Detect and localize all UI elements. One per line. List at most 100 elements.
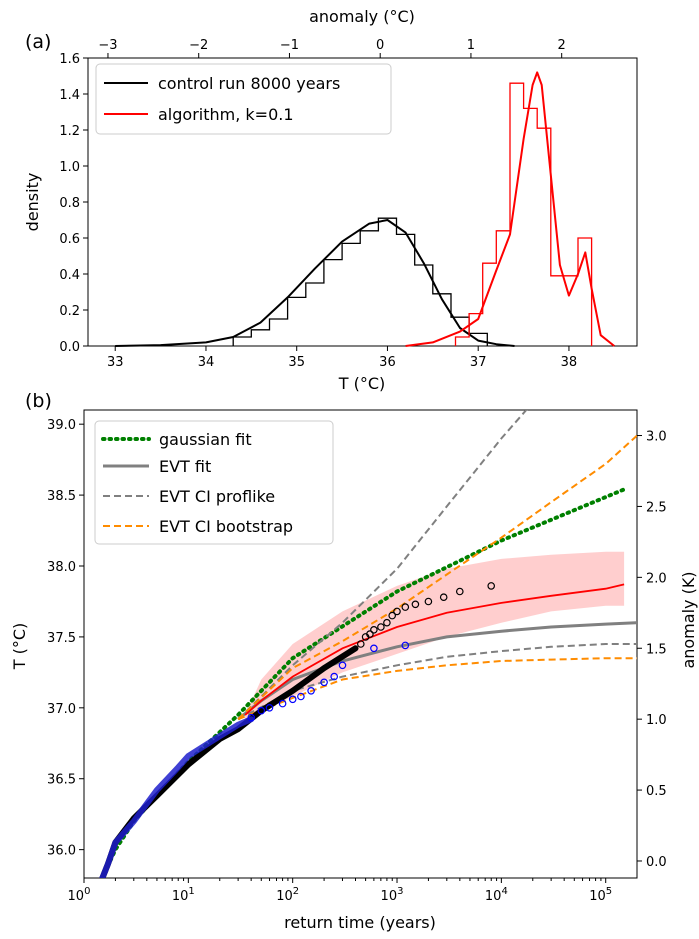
algorithm-points-12-point-4: [288, 695, 297, 704]
b-ytick-label-39.0: 39.0: [47, 418, 76, 433]
xtick-label-35: 35: [288, 355, 305, 370]
panel-b-xlabel: return time (years): [284, 913, 436, 932]
b-ytick-label-36.5: 36.5: [47, 773, 76, 788]
xtick-label-37: 37: [470, 355, 487, 370]
control-run-points-10-point-11: [439, 593, 448, 602]
b-xtick-label-4: 104: [485, 886, 508, 904]
control-run-points-10-point-7: [393, 607, 401, 616]
algorithm-points-12-point-8: [330, 672, 339, 681]
algorithm-points-12-point-9: [338, 661, 347, 670]
b-right-ytick-label-4: 2.0: [646, 571, 667, 586]
control-run-points-10-point-10: [424, 597, 433, 606]
panel-a-label: (a): [25, 31, 51, 53]
b-right-ytick-label-0: 0.0: [646, 855, 667, 870]
panel-b-legend-box: [94, 420, 334, 545]
top-xtick-label-1: −2: [189, 38, 208, 53]
panel-a-ticks: 33 34 35 36 37 38 0.0 0.2 0.4 0.6 0.8 1.0 1.2 1.4 1.6 −…: [59, 38, 577, 370]
control-run-points-10-point-2: [366, 630, 374, 638]
hist-algorithm: [454, 82, 593, 346]
ytick-label-0.4: 0.4: [59, 268, 80, 283]
algorithm-blue-curve-11: [99, 716, 255, 878]
legend-evt-ci-proflike: EVT CI proflike: [159, 487, 275, 506]
algorithm-points-12-point-6: [307, 686, 315, 695]
panel-a-xlabel: T (°C): [338, 374, 386, 393]
panel-a-top-xlabel: anomaly (°C): [309, 7, 415, 26]
panel-a: 33 34 35 36 37 38 0.0 0.2 0.4 0.6 0.8 1.0 1.2 1.4 1.6 −…: [23, 7, 638, 393]
b-right-ytick-label-2: 1.0: [646, 713, 667, 728]
b-xtick-label-5: 105: [589, 886, 612, 904]
control-run-points-10-point-5: [383, 618, 391, 627]
kde-algorithm: [405, 71, 615, 347]
control-run-points-10-point-8: [401, 603, 410, 611]
panel-b: 36.0 36.5 37.0 37.5 38.0 38.5 39.0 0.0 0.5 1.0 1.5…: [10, 390, 698, 932]
algorithm-points-12-point-10: [370, 644, 378, 653]
kde-control: [115, 219, 515, 347]
legend-control-run: control run 8000 years: [158, 74, 340, 93]
ytick-label-0.0: 0.0: [59, 340, 80, 355]
b-xtick-label-2: 102: [276, 886, 299, 904]
xtick-label-33: 33: [107, 355, 124, 370]
legend-gaussian-fit: gaussian fit: [159, 430, 252, 449]
xtick-label-36: 36: [379, 355, 396, 370]
algorithm-points-12-point-11: [401, 641, 410, 650]
control-run-points-10-point-3: [370, 625, 378, 634]
evt-ci-proflike-3: [237, 643, 637, 721]
algorithm-points-12-point-0: [247, 713, 256, 722]
top-xtick-label-0: −3: [98, 38, 117, 53]
algorithm-points-12-point-2: [265, 703, 274, 712]
panel-a-ylabel: density: [23, 173, 42, 232]
panel-b-ticks: 36.0 36.5 37.0 37.5 38.0 38.5 39.0 0.0 0.5 1.0 1.5…: [47, 418, 667, 904]
ytick-label-1.6: 1.6: [59, 52, 80, 67]
xtick-label-38: 38: [561, 355, 578, 370]
b-right-ytick-label-5: 2.5: [646, 500, 667, 515]
ytick-label-0.8: 0.8: [59, 196, 80, 211]
algorithm-confidence-band: [245, 551, 625, 720]
b-ytick-label-37.0: 37.0: [47, 702, 76, 717]
ytick-label-1.0: 1.0: [59, 160, 80, 175]
panel-a-marks: [115, 71, 615, 347]
control-run-points-10-point-9: [411, 600, 420, 609]
panel-b-ylabel: T (°C): [10, 623, 29, 671]
top-xtick-label-5: 2: [558, 38, 566, 53]
ytick-label-0.6: 0.6: [59, 232, 80, 247]
panel-b-label: (b): [25, 390, 52, 412]
evt-ci-bootstrap-4: [237, 434, 637, 720]
ytick-label-1.4: 1.4: [59, 88, 80, 103]
b-right-ytick-label-6: 3.0: [646, 430, 667, 445]
panel-a-legend-box: [95, 63, 392, 135]
algorithm-points-12-point-1: [257, 706, 266, 715]
algorithm-points-12-point-7: [320, 678, 328, 687]
top-xtick-label-4: 1: [467, 38, 475, 53]
top-xtick-label-2: −1: [280, 38, 299, 53]
evt-ci-bootstrap-5: [237, 657, 637, 721]
b-ytick-label-38.0: 38.0: [47, 560, 76, 575]
b-xtick-label-3: 103: [381, 886, 404, 904]
xtick-label-34: 34: [198, 355, 215, 370]
ytick-label-0.2: 0.2: [59, 304, 80, 319]
b-ytick-label-37.5: 37.5: [47, 631, 76, 646]
legend-evt-fit: EVT fit: [159, 457, 211, 476]
b-xtick-label-1: 101: [172, 886, 195, 904]
control-run-points-10-point-12: [455, 587, 464, 596]
panel-b-plot-area: [99, 410, 637, 878]
algorithm-points-12-point-5: [297, 692, 305, 701]
b-xtick-label-0: 100: [68, 886, 91, 904]
panel-b-legend: gaussian fit EVT fit EVT CI proflike EVT…: [94, 420, 334, 545]
algorithm-points-12-point-3: [278, 699, 287, 708]
gaussian-fit-0: [100, 487, 627, 878]
top-xtick-label-3: 0: [376, 38, 384, 53]
b-ytick-label-36.0: 36.0: [47, 844, 76, 859]
algorithm-6: [244, 583, 625, 716]
control-run-points-10-point-13: [487, 582, 496, 590]
evt-fit-1: [237, 621, 637, 721]
legend-algorithm: algorithm, k=0.1: [158, 105, 294, 124]
b-ytick-label-38.5: 38.5: [47, 489, 76, 504]
control-run-points-10-point-4: [377, 623, 385, 631]
control-run-points-10-point-6: [388, 611, 397, 620]
ytick-label-1.2: 1.2: [59, 124, 80, 139]
legend-evt-ci-bootstrap: EVT CI bootstrap: [159, 517, 293, 536]
b-right-ytick-label-3: 1.5: [646, 642, 667, 657]
panel-b-marks: [99, 410, 637, 878]
panel-a-legend: control run 8000 years algorithm, k=0.1: [95, 63, 392, 135]
